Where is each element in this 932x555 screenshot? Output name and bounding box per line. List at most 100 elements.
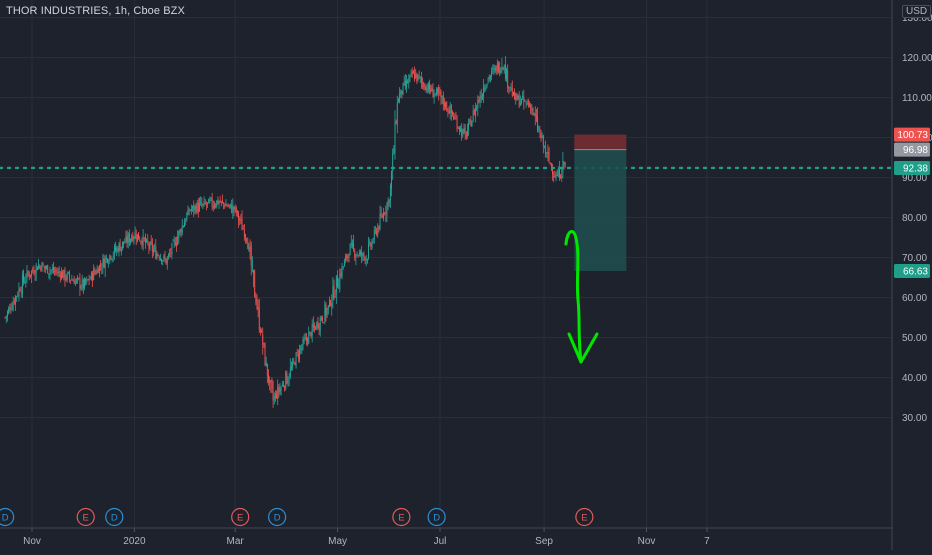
candle-body	[25, 280, 27, 281]
candle-body	[140, 240, 142, 242]
candle-body	[51, 268, 53, 270]
candle-body	[262, 334, 264, 345]
candle-body	[124, 242, 126, 244]
candle-body	[406, 80, 407, 88]
candle-body	[26, 270, 28, 279]
candle-body	[339, 274, 341, 290]
candle-body	[400, 89, 402, 95]
candle-body	[484, 87, 486, 90]
candle-body	[211, 197, 213, 207]
candle-body	[296, 352, 298, 353]
candle-body	[509, 87, 511, 88]
candle-body	[435, 89, 437, 94]
candle-body	[486, 83, 488, 88]
candle-body	[462, 129, 464, 135]
candle-body	[343, 260, 345, 267]
candle-body	[116, 248, 118, 252]
candle-body	[272, 390, 274, 400]
candle-body	[392, 154, 394, 172]
candle-body	[317, 321, 319, 328]
candle-body	[532, 107, 534, 115]
candle-body	[273, 396, 275, 401]
candle-body	[24, 281, 26, 283]
candle-body	[523, 96, 525, 102]
candle-body	[453, 116, 455, 119]
candle-body	[389, 185, 391, 200]
candle-body	[401, 90, 403, 94]
candle-body	[333, 286, 335, 299]
candle-body	[526, 103, 528, 105]
event-marker-label: E	[581, 513, 587, 524]
x-tick-label: Nov	[638, 536, 656, 547]
candle-body	[223, 202, 225, 204]
candle-body	[107, 258, 108, 263]
x-tick-label: May	[328, 536, 347, 547]
candle-body	[242, 228, 244, 230]
candle-body	[363, 253, 365, 257]
candle-body	[399, 93, 401, 101]
candle-body	[418, 75, 420, 77]
candle-body	[376, 230, 378, 235]
y-tick-label: 50.00	[902, 333, 927, 344]
candle-body	[202, 203, 204, 206]
candle-body	[517, 95, 519, 100]
candle-body	[205, 203, 207, 205]
currency-button[interactable]: USD	[902, 5, 932, 18]
candle-body	[87, 279, 89, 281]
candle-body	[184, 222, 185, 227]
x-tick-label: Sep	[535, 536, 553, 547]
hand-drawn-arrow	[564, 229, 583, 364]
candle-body	[217, 198, 219, 204]
event-marker-label: E	[83, 513, 89, 524]
candle-body	[81, 279, 83, 287]
candle-body	[149, 243, 151, 250]
dividend-event-marker	[0, 507, 15, 527]
candle-body	[305, 337, 307, 341]
candle-body	[506, 69, 507, 80]
candle-body	[136, 234, 138, 242]
candle-body	[263, 343, 265, 345]
candle-body	[75, 279, 77, 281]
candle-body	[193, 204, 195, 211]
candle-body	[19, 289, 21, 292]
candle-body	[36, 266, 38, 271]
candle-body	[138, 232, 139, 240]
candle-body	[215, 205, 217, 207]
candle-body	[423, 82, 425, 87]
candle-body	[48, 273, 50, 275]
candle-body	[69, 273, 70, 279]
candle-body	[477, 100, 479, 109]
candle-body	[516, 94, 518, 101]
candle-body	[188, 210, 190, 212]
candle-body	[549, 162, 551, 165]
candle-body	[108, 262, 110, 264]
candle-body	[79, 277, 81, 289]
candle-body	[420, 77, 422, 82]
candle-body	[255, 296, 257, 302]
candle-body	[46, 266, 47, 268]
candle-body	[409, 75, 411, 79]
position-layer[interactable]	[564, 134, 627, 364]
candle-body	[548, 151, 550, 162]
candle-body	[289, 367, 291, 377]
candle-body	[77, 277, 79, 279]
candle-body	[195, 206, 197, 213]
candle-body	[310, 332, 312, 338]
candle-body	[396, 102, 398, 126]
candle-body	[455, 117, 457, 120]
candle-body	[479, 97, 481, 103]
candle-body	[563, 162, 565, 164]
candle-body	[355, 255, 357, 259]
candle-body	[200, 202, 202, 203]
candle-body	[541, 136, 543, 138]
y-tick-label: 70.00	[902, 253, 927, 264]
candle-body	[150, 240, 152, 244]
candle-body	[185, 220, 187, 223]
candle-body	[458, 127, 460, 131]
candle-body	[331, 303, 333, 307]
candle-body	[29, 274, 31, 276]
candle-body	[203, 201, 205, 205]
candle-body	[187, 209, 189, 215]
